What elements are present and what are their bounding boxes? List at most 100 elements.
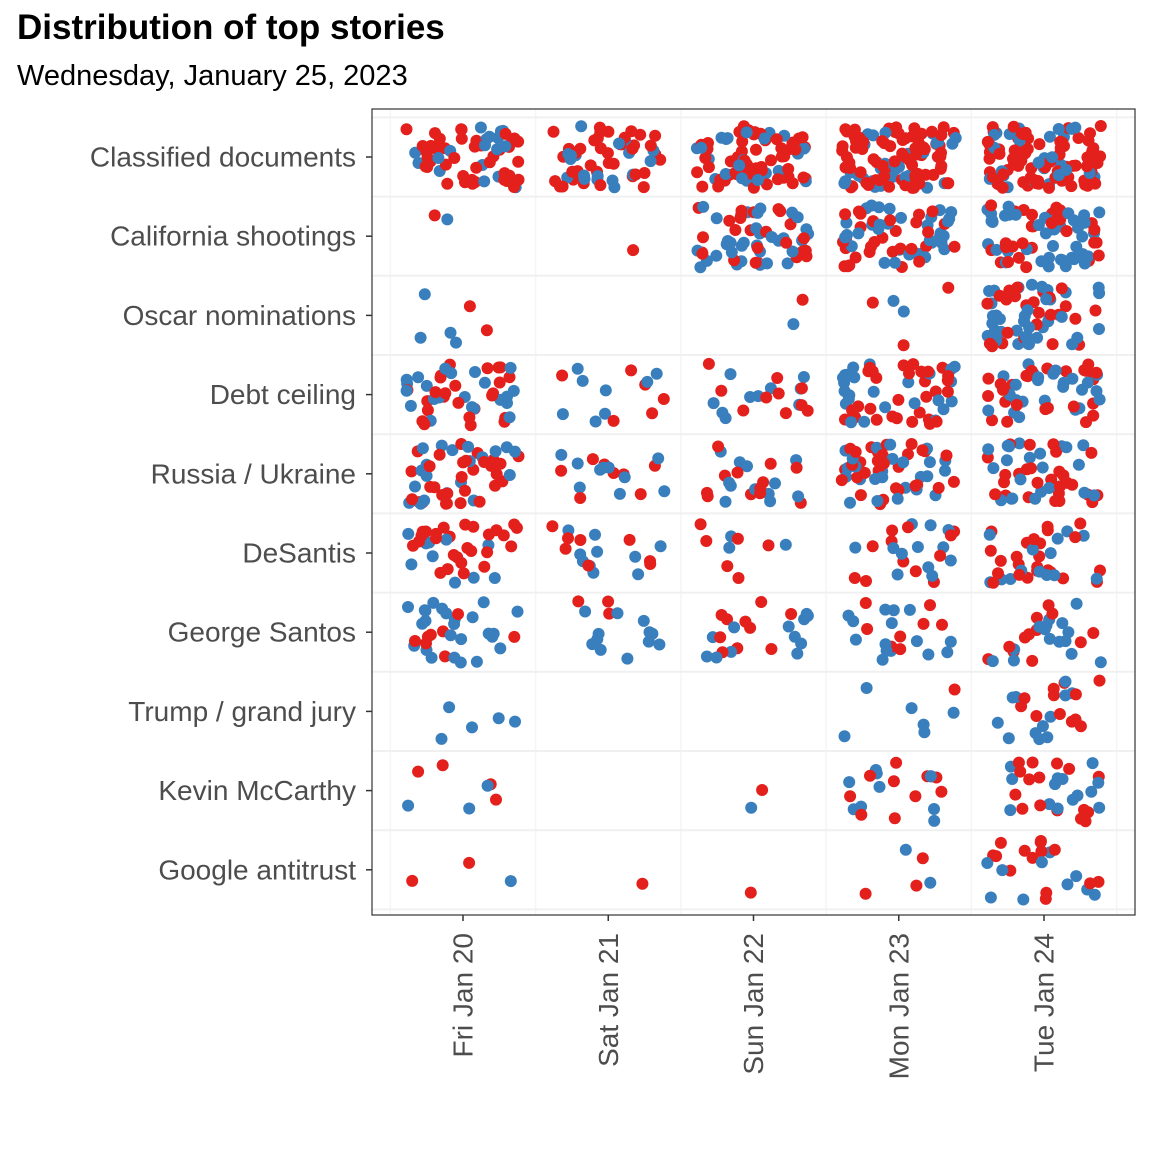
data-point	[566, 165, 579, 178]
data-point	[503, 411, 516, 424]
data-point	[1001, 439, 1014, 452]
data-point	[1078, 803, 1090, 816]
data-point	[1001, 415, 1014, 428]
data-point	[450, 336, 462, 349]
data-point	[599, 384, 612, 397]
data-point	[924, 599, 936, 612]
data-point	[547, 125, 560, 138]
data-point	[400, 123, 413, 136]
data-point	[915, 365, 928, 378]
data-point	[1023, 438, 1036, 451]
data-point	[940, 449, 953, 462]
data-point	[847, 361, 860, 374]
data-point	[843, 156, 856, 169]
data-point	[448, 152, 461, 164]
data-point	[800, 223, 813, 236]
data-point	[791, 211, 804, 224]
data-point	[478, 175, 491, 188]
data-point	[1072, 458, 1085, 471]
data-point	[432, 152, 445, 164]
data-point	[405, 558, 418, 571]
data-point	[866, 296, 879, 309]
data-point	[1048, 843, 1061, 856]
data-point	[844, 496, 856, 509]
data-point	[939, 464, 951, 477]
data-point	[1059, 300, 1072, 313]
data-point	[1087, 142, 1100, 155]
data-point	[941, 374, 954, 387]
data-point	[732, 572, 745, 584]
data-point	[1033, 138, 1046, 151]
data-point	[888, 155, 901, 168]
grid-lines	[372, 109, 1135, 915]
data-point	[936, 618, 948, 631]
data-point	[574, 548, 587, 561]
data-point	[1012, 756, 1025, 769]
data-point	[902, 376, 915, 389]
data-point	[1081, 160, 1093, 173]
data-point	[861, 623, 874, 635]
data-point	[864, 769, 876, 782]
data-point	[1003, 640, 1016, 653]
data-point	[455, 556, 468, 569]
data-point	[494, 642, 507, 655]
data-point	[1092, 249, 1105, 262]
data-point	[883, 180, 896, 193]
data-point	[1002, 256, 1015, 268]
data-point	[859, 597, 872, 609]
data-point	[1026, 543, 1039, 556]
data-point	[982, 404, 995, 417]
y-axis: Classified documents California shootings…	[90, 142, 372, 885]
data-point	[1013, 568, 1026, 581]
data-point	[649, 129, 662, 142]
data-point	[1034, 447, 1047, 460]
data-point	[760, 391, 773, 404]
data-point	[895, 211, 907, 224]
y-tick-label: California shootings	[110, 221, 356, 252]
data-point	[478, 456, 491, 468]
data-point	[983, 528, 996, 541]
chart-subtitle: Wednesday, January 25, 2023	[17, 60, 408, 92]
data-point	[584, 159, 597, 172]
data-point	[918, 726, 931, 739]
data-point	[836, 144, 849, 157]
data-point	[1036, 720, 1049, 733]
data-point	[441, 177, 454, 190]
data-point	[852, 205, 865, 218]
data-point	[650, 367, 663, 380]
data-point	[1006, 492, 1019, 505]
data-point	[481, 362, 494, 375]
data-point	[990, 850, 1003, 863]
data-point	[997, 383, 1009, 396]
data-point	[890, 121, 903, 134]
data-point	[505, 540, 518, 553]
data-point	[792, 490, 805, 503]
data-point	[873, 780, 886, 793]
data-point	[419, 604, 432, 617]
data-point	[478, 376, 491, 389]
data-point	[1043, 251, 1056, 264]
data-point	[589, 528, 601, 541]
data-point	[1014, 765, 1027, 778]
data-point	[470, 655, 483, 668]
data-point	[771, 372, 784, 384]
data-point	[838, 730, 851, 743]
data-point	[1056, 617, 1069, 630]
data-point	[883, 202, 896, 215]
data-point	[797, 171, 810, 184]
data-point	[1043, 632, 1056, 645]
data-point	[913, 208, 925, 221]
data-point	[733, 159, 746, 172]
data-point	[483, 130, 496, 143]
data-point	[489, 445, 502, 458]
data-point	[591, 132, 604, 145]
data-point	[436, 489, 449, 501]
data-point	[725, 645, 738, 658]
data-point	[1093, 801, 1106, 814]
data-point	[1081, 376, 1094, 389]
data-point	[1026, 851, 1039, 864]
data-point	[839, 231, 852, 244]
data-point	[599, 407, 611, 420]
data-point	[1054, 480, 1066, 493]
